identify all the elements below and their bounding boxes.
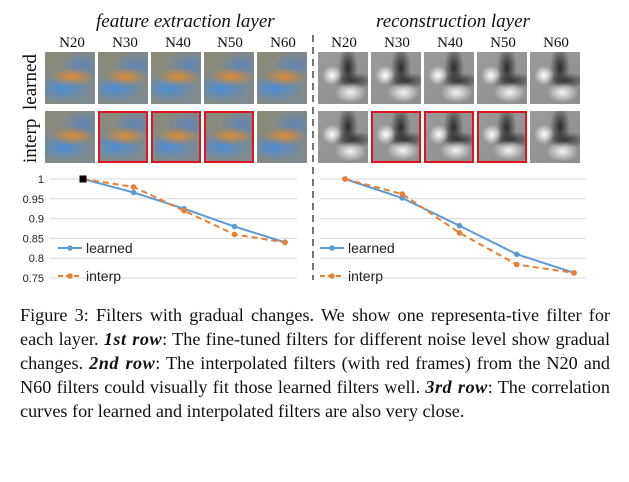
start-marker (79, 175, 87, 183)
legend-label-interp: interp (86, 268, 121, 284)
feature-filter-interp-n30 (98, 111, 148, 163)
recon-filter-interp-n60 (530, 111, 580, 163)
data-point-interp (231, 231, 238, 238)
data-point-interp (571, 270, 577, 276)
row-label-learned: learned (20, 54, 41, 110)
data-point-learned (130, 189, 137, 196)
panel-separator (312, 35, 314, 280)
recon-filter-interp-n30 (371, 111, 421, 163)
caption-row2-label: 2nd row (89, 353, 156, 373)
data-point-interp (399, 191, 406, 197)
recon-filter-learned-n30 (371, 52, 421, 104)
caption-row2-text: : The interpolated filters (with red fra… (20, 353, 611, 397)
col-label-n20-right: N20 (331, 35, 357, 51)
recon-filter-learned-n40 (424, 52, 474, 104)
legend-label-learned: learned (348, 240, 395, 256)
data-point-learned (513, 251, 520, 258)
caption-row1-label: 1st row (103, 329, 163, 349)
feature-filter-interp-n40 (151, 111, 201, 163)
legend-marker-learned (329, 245, 335, 251)
recon-filter-learned-n20 (318, 52, 368, 104)
legend-label-interp: interp (348, 268, 383, 284)
chart-feature-extraction: 1 0.95 0.9 0.85 0.8 0.75 learned interp (23, 174, 297, 285)
recon-filter-interp-n20 (318, 111, 368, 163)
feature-filter-interp-n50 (204, 111, 254, 163)
col-label-n50-left: N50 (217, 35, 243, 51)
data-point-interp (130, 184, 137, 190)
caption-row1-text: : The fine-tuned filters for different n… (20, 329, 611, 373)
legend-label-learned: learned (86, 240, 133, 256)
legend-marker-learned (67, 245, 73, 251)
col-label-n40-left: N40 (165, 35, 191, 51)
data-point-learned (456, 222, 463, 229)
row-label-interp: interp (20, 118, 41, 163)
recon-filter-learned-n50 (477, 52, 527, 104)
y-tick-label: 1 (38, 174, 44, 186)
feature-filter-learned-n60 (257, 52, 307, 104)
col-label-n40-right: N40 (437, 35, 463, 51)
chart-reconstruction: learned interp (320, 176, 586, 284)
feature-filter-learned-n50 (204, 52, 254, 104)
y-tick-label: 0.95 (23, 194, 44, 206)
y-tick-label: 0.9 (29, 214, 44, 226)
data-point-interp (282, 239, 288, 246)
feature-filter-learned-n20 (45, 52, 95, 104)
series-line-interp (82, 178, 286, 244)
y-tick-label: 0.85 (23, 233, 44, 245)
feature-filter-interp-n60 (257, 111, 307, 163)
recon-filter-interp-n40 (424, 111, 474, 163)
feature-extraction-title: feature extraction layer (96, 11, 275, 32)
data-point-learned (231, 223, 238, 230)
y-tick-label: 0.75 (23, 273, 44, 285)
data-point-interp (513, 261, 520, 268)
data-point-interp (181, 207, 187, 214)
caption-prefix: Figure 3: Filters with gradual changes. … (20, 305, 610, 349)
caption-row3-label: 3rd row (425, 377, 488, 397)
series-line-interp (344, 178, 575, 274)
y-tick-label: 0.8 (29, 253, 44, 265)
data-point-learned (399, 195, 406, 201)
data-point-interp (342, 176, 348, 182)
col-label-n20-left: N20 (59, 35, 85, 51)
col-label-n60-right: N60 (543, 35, 569, 51)
col-label-n30-left: N30 (112, 35, 138, 51)
recon-filter-interp-n50 (477, 111, 527, 163)
reconstruction-title: reconstruction layer (376, 11, 530, 32)
feature-filter-interp-n20 (45, 111, 95, 163)
legend-marker-interp (67, 273, 73, 279)
legend-marker-interp (329, 273, 335, 279)
feature-filter-learned-n40 (151, 52, 201, 104)
col-label-n30-right: N30 (384, 35, 410, 51)
data-point-interp (456, 230, 463, 236)
caption-row3-text: : The correlation curves for learned and… (20, 377, 610, 421)
col-label-n60-left: N60 (270, 35, 296, 51)
col-label-n50-right: N50 (490, 35, 516, 51)
figure-caption: Figure 3: Filters with gradual changes. … (20, 303, 610, 423)
recon-filter-learned-n60 (530, 52, 580, 104)
feature-filter-learned-n30 (98, 52, 148, 104)
